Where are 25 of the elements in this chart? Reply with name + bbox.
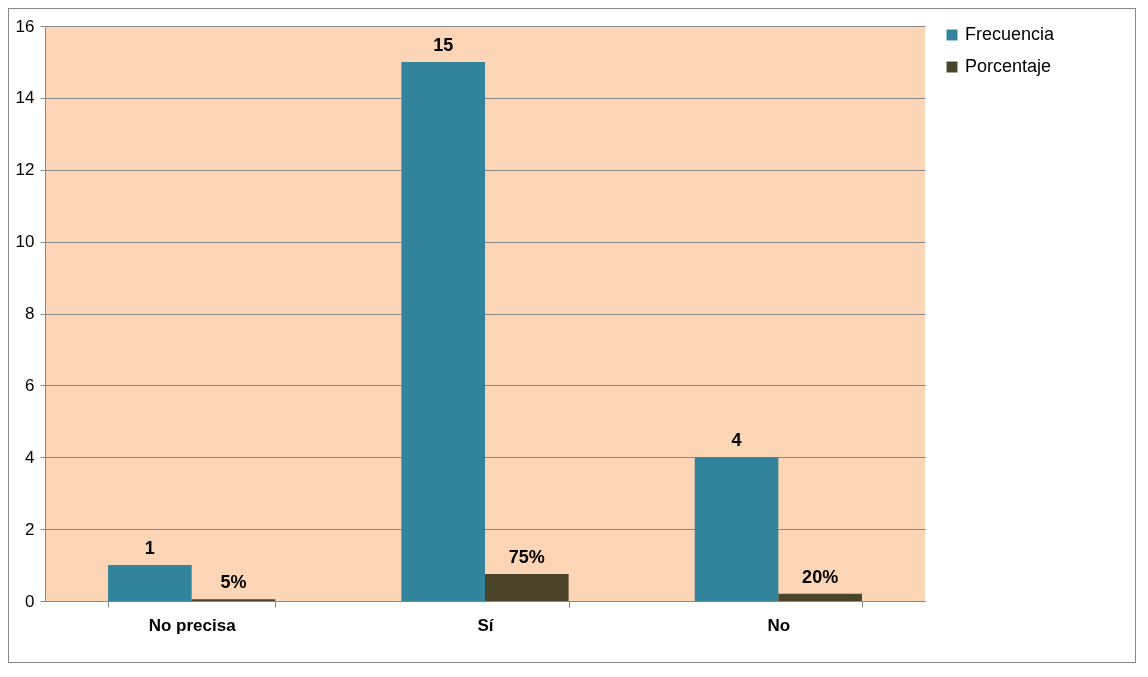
y-tick-label: 8: [25, 304, 35, 323]
bar: [694, 457, 779, 601]
x-tick-label: No: [767, 615, 791, 635]
y-tick-label: 10: [15, 232, 35, 252]
data-label: 75%: [508, 547, 545, 568]
y-tick-label: 4: [25, 447, 35, 467]
bar: [401, 61, 485, 601]
y-tick-label: 2: [25, 519, 35, 539]
bar: [485, 574, 569, 601]
y-tick-label: 16: [15, 16, 35, 36]
data-label: 5%: [220, 572, 247, 593]
x-tick-label: No precisa: [148, 615, 237, 635]
data-label: 15: [433, 34, 454, 55]
x-tick-label: Sí: [477, 615, 495, 635]
data-label: 20%: [802, 566, 839, 587]
bar: [108, 565, 192, 601]
y-tick-label: 14: [15, 88, 35, 108]
data-label: 4: [731, 430, 742, 451]
bar: [778, 593, 862, 601]
y-tick-label: 12: [15, 160, 35, 180]
legend-label: Porcentaje: [965, 56, 1052, 76]
y-tick-label: 0: [25, 591, 35, 611]
y-tick-label: 6: [25, 375, 35, 395]
legend-label: Frecuencia: [965, 24, 1056, 44]
data-label: 1: [144, 538, 155, 559]
